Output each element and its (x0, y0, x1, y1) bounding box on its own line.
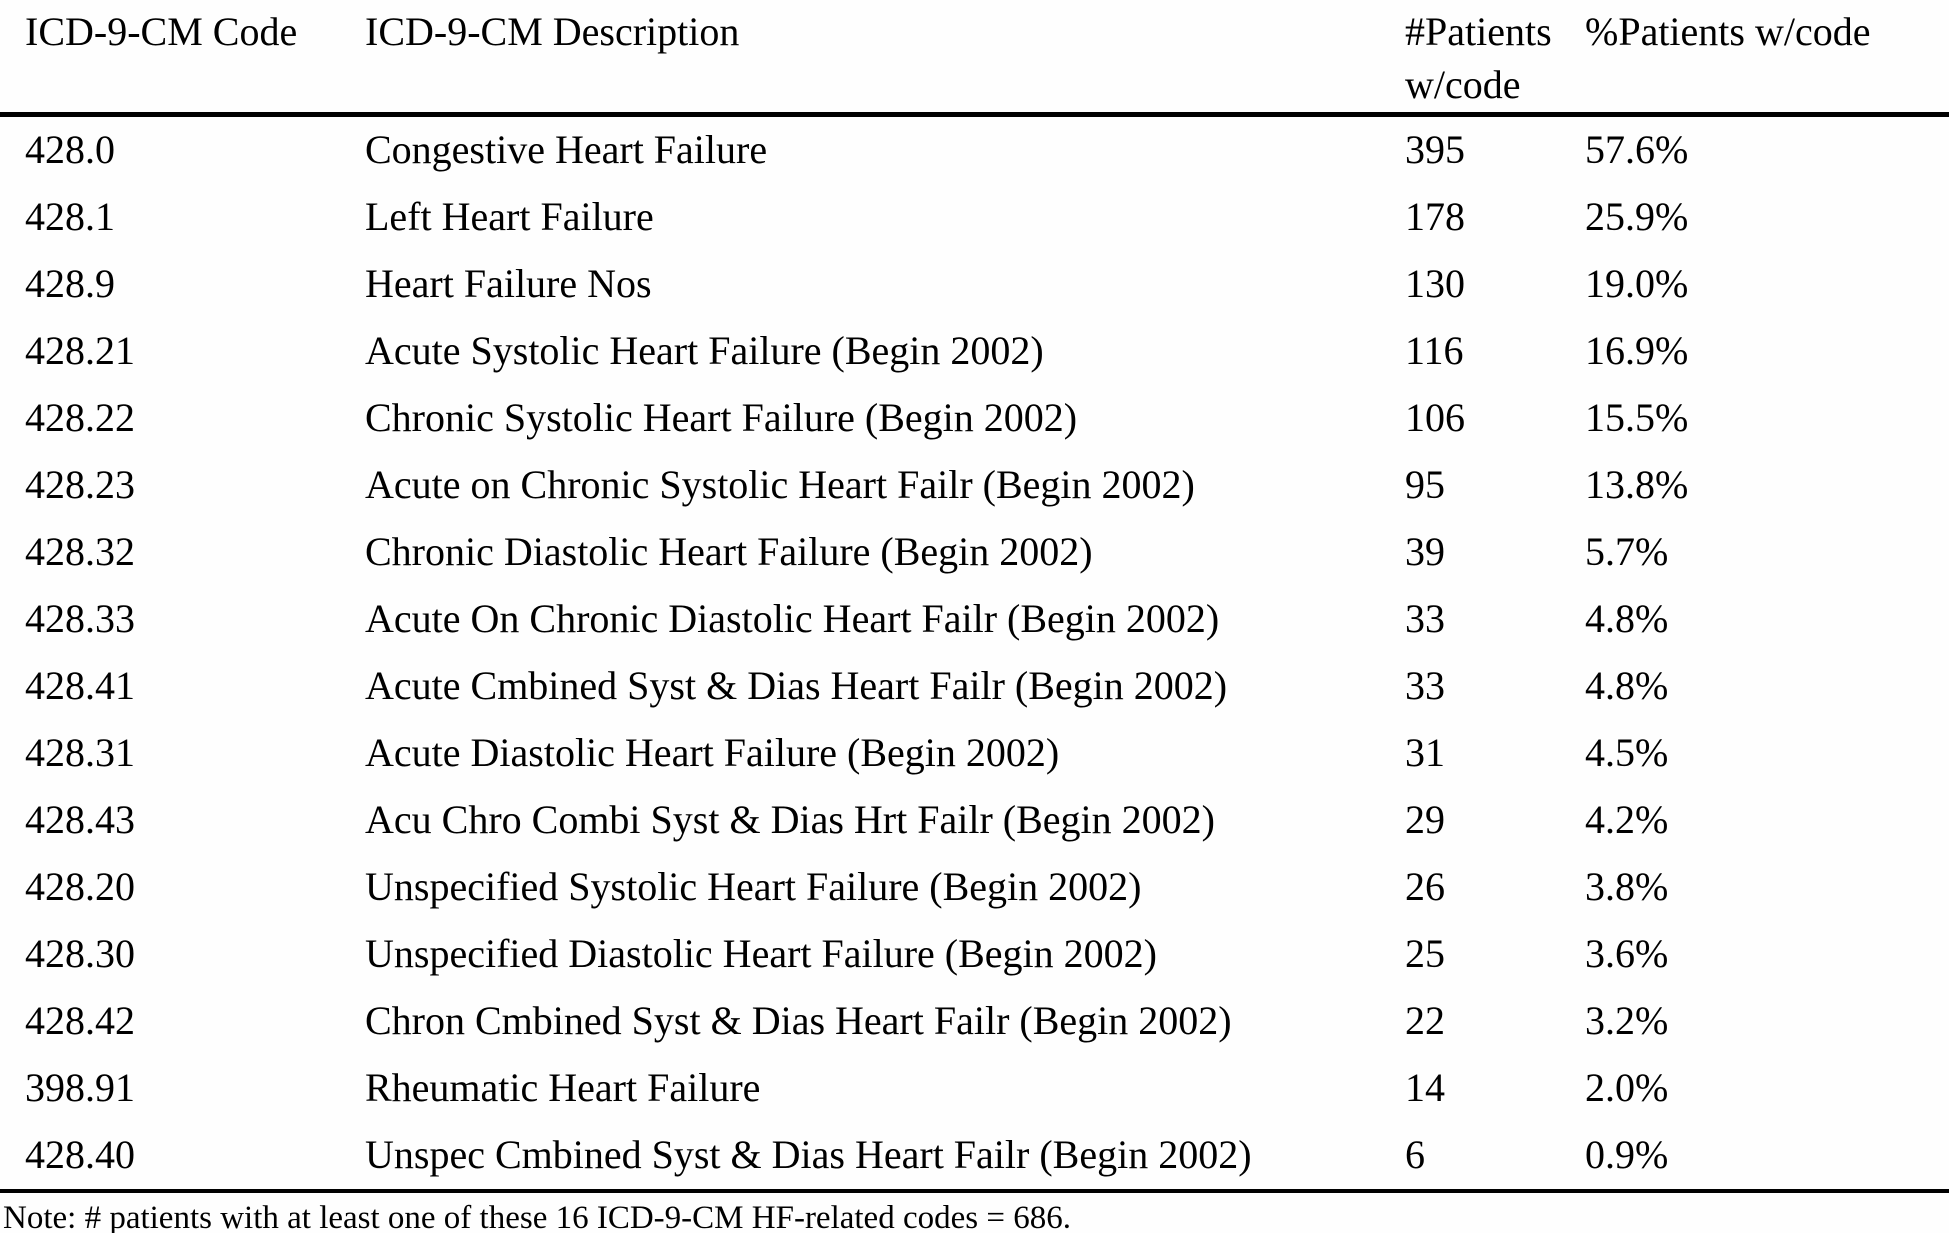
cell-percent: 15.5% (1585, 395, 1689, 441)
cell-description: Heart Failure Nos (365, 261, 652, 307)
cell-patients: 6 (1405, 1132, 1425, 1178)
cell-patients: 395 (1405, 127, 1465, 173)
cell-patients: 33 (1405, 596, 1445, 642)
table-row: 428.22 Chronic Systolic Heart Failure (B… (0, 385, 1949, 452)
cell-code: 398.91 (25, 1065, 135, 1111)
cell-description: Chronic Diastolic Heart Failure (Begin 2… (365, 529, 1093, 575)
table-header-row: ICD-9-CM Code ICD-9-CM Description #Pati… (0, 0, 1949, 117)
cell-description: Acute on Chronic Systolic Heart Failr (B… (365, 462, 1195, 508)
cell-patients: 31 (1405, 730, 1445, 776)
table-row: 428.41 Acute Cmbined Syst & Dias Heart F… (0, 653, 1949, 720)
cell-patients: 29 (1405, 797, 1445, 843)
cell-description: Rheumatic Heart Failure (365, 1065, 761, 1111)
table-row: 428.31 Acute Diastolic Heart Failure (Be… (0, 720, 1949, 787)
cell-patients: 106 (1405, 395, 1465, 441)
cell-code: 428.0 (25, 127, 115, 173)
cell-percent: 5.7% (1585, 529, 1669, 575)
cell-code: 428.9 (25, 261, 115, 307)
cell-description: Unspecified Diastolic Heart Failure (Beg… (365, 931, 1157, 977)
table-row: 428.20 Unspecified Systolic Heart Failur… (0, 854, 1949, 921)
cell-percent: 13.8% (1585, 462, 1689, 508)
cell-code: 428.32 (25, 529, 135, 575)
col-header-percent: %Patients w/code (1585, 9, 1871, 54)
cell-percent: 57.6% (1585, 127, 1689, 173)
cell-description: Unspec Cmbined Syst & Dias Heart Failr (… (365, 1132, 1252, 1178)
table-row: 428.0 Congestive Heart Failure 395 57.6% (0, 117, 1949, 184)
cell-percent: 2.0% (1585, 1065, 1669, 1111)
cell-patients: 25 (1405, 931, 1445, 977)
cell-description: Chronic Systolic Heart Failure (Begin 20… (365, 395, 1078, 441)
table-body: 428.0 Congestive Heart Failure 395 57.6%… (0, 117, 1949, 1193)
table-row: 428.9 Heart Failure Nos 130 19.0% (0, 251, 1949, 318)
col-header-description: ICD-9-CM Description (365, 9, 740, 54)
cell-code: 428.42 (25, 998, 135, 1044)
table-row: 428.21 Acute Systolic Heart Failure (Beg… (0, 318, 1949, 385)
cell-patients: 14 (1405, 1065, 1445, 1111)
cell-patients: 39 (1405, 529, 1445, 575)
table-row: 428.40 Unspec Cmbined Syst & Dias Heart … (0, 1122, 1949, 1189)
cell-code: 428.22 (25, 395, 135, 441)
cell-code: 428.23 (25, 462, 135, 508)
table-row: 428.43 Acu Chro Combi Syst & Dias Hrt Fa… (0, 787, 1949, 854)
cell-description: Acute Diastolic Heart Failure (Begin 200… (365, 730, 1060, 776)
cell-code: 428.21 (25, 328, 135, 374)
cell-patients: 22 (1405, 998, 1445, 1044)
cell-patients: 178 (1405, 194, 1465, 240)
table-row: 428.1 Left Heart Failure 178 25.9% (0, 184, 1949, 251)
cell-percent: 19.0% (1585, 261, 1689, 307)
cell-patients: 95 (1405, 462, 1445, 508)
cell-percent: 3.2% (1585, 998, 1669, 1044)
cell-code: 428.43 (25, 797, 135, 843)
cell-description: Chron Cmbined Syst & Dias Heart Failr (B… (365, 998, 1232, 1044)
cell-code: 428.33 (25, 596, 135, 642)
table-row: 428.30 Unspecified Diastolic Heart Failu… (0, 921, 1949, 988)
cell-code: 428.40 (25, 1132, 135, 1178)
cell-code: 428.30 (25, 931, 135, 977)
cell-percent: 4.8% (1585, 596, 1669, 642)
cell-code: 428.20 (25, 864, 135, 910)
table-row: 428.42 Chron Cmbined Syst & Dias Heart F… (0, 988, 1949, 1055)
cell-patients: 130 (1405, 261, 1465, 307)
table-row: 398.91 Rheumatic Heart Failure 14 2.0% (0, 1055, 1949, 1122)
cell-code: 428.41 (25, 663, 135, 709)
cell-patients: 26 (1405, 864, 1445, 910)
cell-percent: 4.2% (1585, 797, 1669, 843)
table-row: 428.32 Chronic Diastolic Heart Failure (… (0, 519, 1949, 586)
cell-percent: 25.9% (1585, 194, 1689, 240)
cell-percent: 3.8% (1585, 864, 1669, 910)
col-header-code: ICD-9-CM Code (25, 9, 298, 54)
col-header-patients: #Patients w/code (1405, 9, 1552, 107)
table-row: 428.33 Acute On Chronic Diastolic Heart … (0, 586, 1949, 653)
cell-code: 428.31 (25, 730, 135, 776)
cell-description: Acute Systolic Heart Failure (Begin 2002… (365, 328, 1044, 374)
cell-description: Congestive Heart Failure (365, 127, 768, 173)
cell-description: Acute On Chronic Diastolic Heart Failr (… (365, 596, 1220, 642)
cell-percent: 0.9% (1585, 1132, 1669, 1178)
table-note: Note: # patients with at least one of th… (3, 1199, 1071, 1233)
cell-patients: 33 (1405, 663, 1445, 709)
cell-percent: 16.9% (1585, 328, 1689, 374)
cell-code: 428.1 (25, 194, 115, 240)
cell-patients: 116 (1405, 328, 1464, 374)
cell-description: Unspecified Systolic Heart Failure (Begi… (365, 864, 1142, 910)
cell-percent: 4.5% (1585, 730, 1669, 776)
cell-description: Acute Cmbined Syst & Dias Heart Failr (B… (365, 663, 1228, 709)
table-row: 428.23 Acute on Chronic Systolic Heart F… (0, 452, 1949, 519)
cell-percent: 3.6% (1585, 931, 1669, 977)
cell-description: Acu Chro Combi Syst & Dias Hrt Failr (Be… (365, 797, 1215, 843)
cell-percent: 4.8% (1585, 663, 1669, 709)
cell-description: Left Heart Failure (365, 194, 654, 240)
